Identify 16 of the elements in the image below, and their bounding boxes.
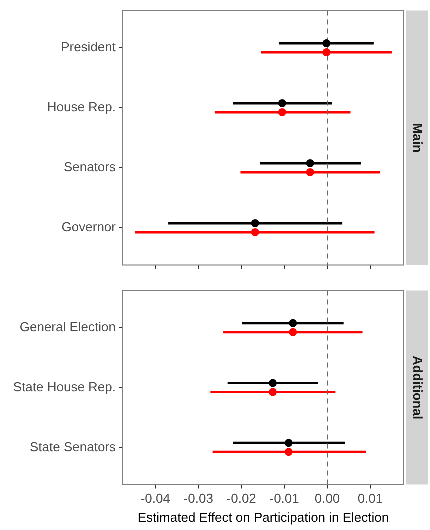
x-tick-label: -0.01	[270, 491, 300, 506]
y-tick-label: Governor	[62, 220, 117, 235]
x-axis-title: Estimated Effect on Participation in Election	[138, 510, 390, 525]
y-tick-label: President	[61, 40, 116, 55]
x-tick-label: -0.03	[184, 491, 214, 506]
x-tick-label: -0.04	[140, 491, 170, 506]
y-tick-label: State Senators	[30, 439, 116, 454]
text: Additional	[410, 356, 426, 420]
x-tick-label: 0.01	[358, 491, 384, 506]
x-tick-label: 0.00	[314, 491, 340, 506]
y-tick-label: General Election	[20, 320, 116, 334]
x-tick-label: -0.02	[226, 491, 256, 506]
y-tick-label: Senators	[64, 160, 116, 175]
y-tick-label: State House Rep.	[13, 379, 116, 394]
y-tick-label: House Rep.	[47, 100, 116, 115]
text: Main	[410, 123, 426, 153]
